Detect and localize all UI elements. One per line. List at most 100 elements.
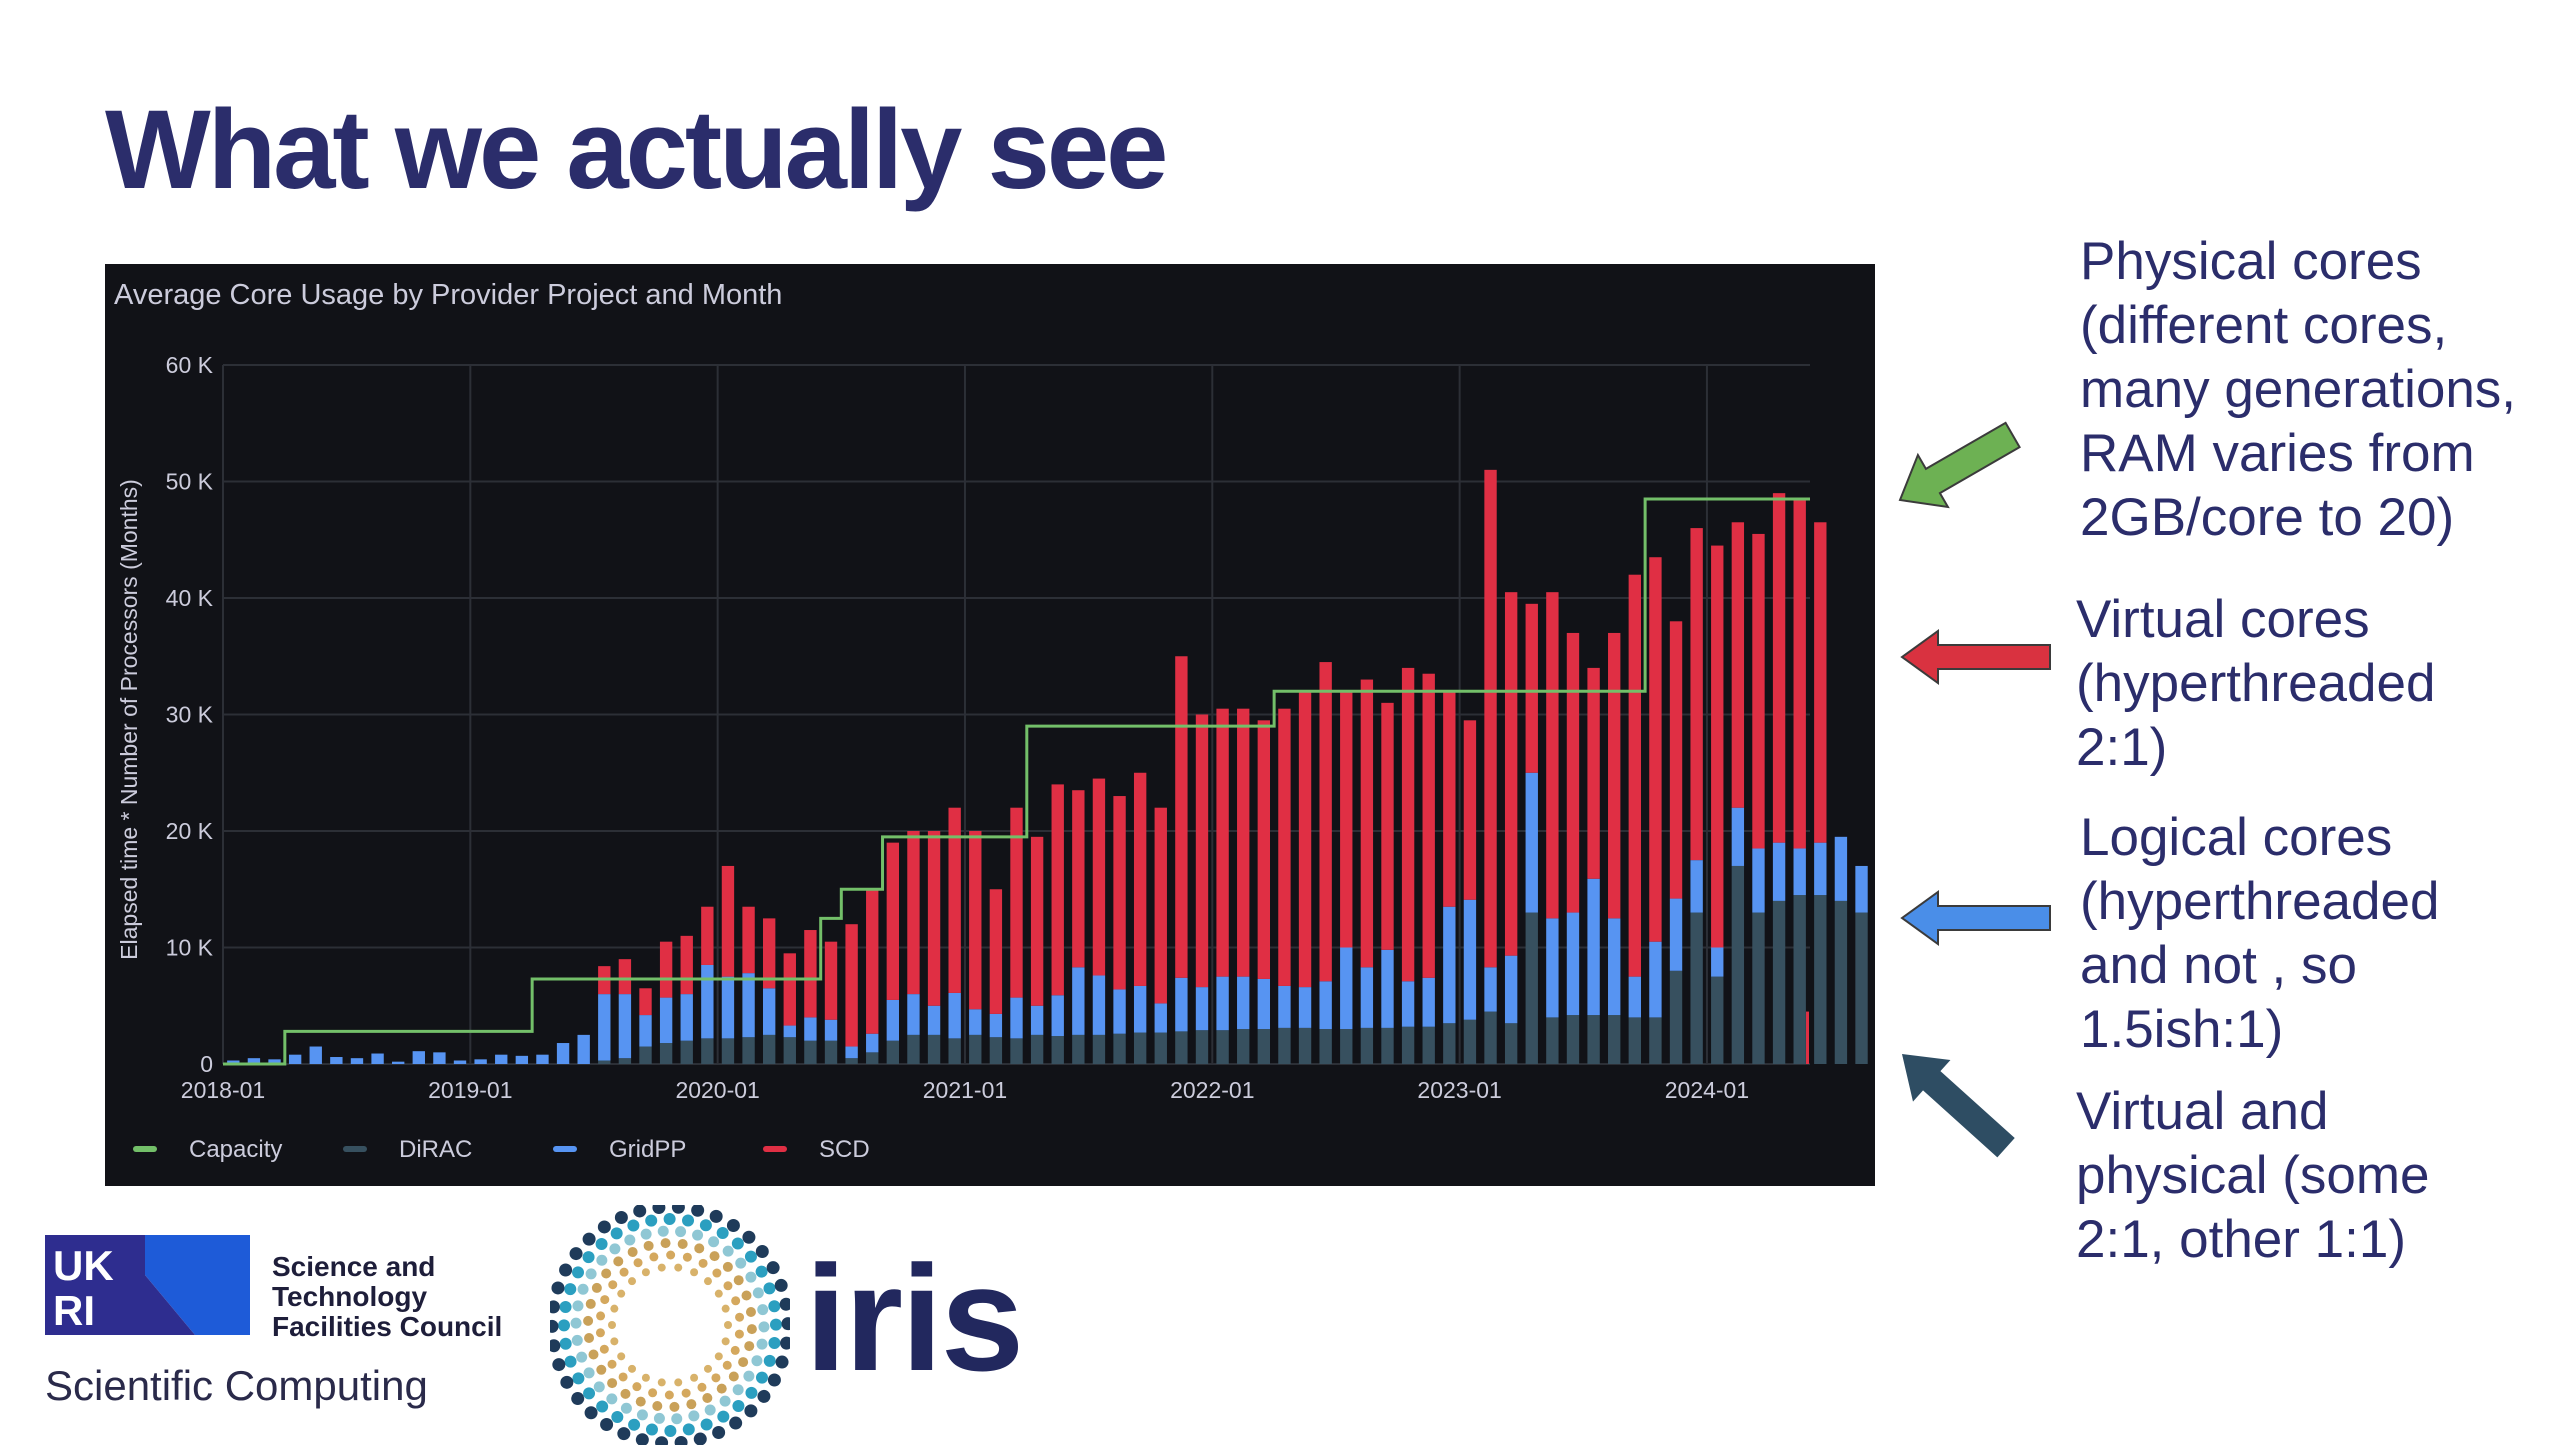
iris-dot [657, 1225, 669, 1237]
bar-dirac [1072, 1034, 1085, 1064]
bar-dirac [1360, 1027, 1374, 1064]
bar-gridpp [556, 1043, 570, 1064]
iris-dot [571, 1392, 585, 1406]
bar-dirac [721, 1038, 735, 1064]
bar-gridpp [371, 1053, 384, 1064]
bar-scd [1546, 592, 1559, 919]
iris-dot [666, 1250, 676, 1260]
bar-gridpp [227, 1060, 240, 1064]
iris-dot [593, 1381, 605, 1393]
iris-dot [664, 1424, 677, 1437]
bar-dirac [659, 1043, 673, 1064]
iris-dot [582, 1251, 595, 1264]
iris-dot [738, 1357, 749, 1368]
bar-gridpp [989, 1013, 1003, 1038]
virtual-arrow [1900, 629, 2051, 685]
bar-gridpp [1154, 1003, 1167, 1033]
scientific-computing-label: Scientific Computing [45, 1362, 428, 1409]
bar-gridpp [1010, 997, 1023, 1039]
iris-dot [751, 1355, 763, 1367]
iris-dot [700, 1418, 713, 1431]
bar-gridpp [1669, 898, 1683, 971]
iris-dot [652, 1205, 666, 1215]
bar-gridpp [1855, 865, 1868, 913]
iris-dot [755, 1371, 768, 1384]
iris-dot [588, 1349, 599, 1360]
bar-scd [1566, 632, 1580, 913]
bar-scd [1587, 667, 1600, 879]
iris-dot [690, 1373, 699, 1382]
iris-dot [729, 1416, 743, 1430]
bar-dirac [1051, 1036, 1064, 1064]
iris-dot [633, 1258, 643, 1268]
bar-gridpp [1051, 995, 1064, 1037]
bar-scd [1237, 708, 1250, 977]
bar-gridpp [1422, 977, 1435, 1027]
iris-dot [721, 1304, 730, 1313]
iris-dot [550, 1300, 560, 1314]
iris-dot [768, 1337, 781, 1350]
iris-dot [757, 1304, 769, 1316]
bar-dirac [1092, 1034, 1106, 1064]
x-tick-label: 2019-01 [428, 1077, 512, 1103]
bar-gridpp [1360, 967, 1374, 1028]
bar-gridpp [1484, 967, 1497, 1012]
x-tick-label: 2020-01 [675, 1077, 759, 1103]
x-tick-label: 2022-01 [1170, 1077, 1254, 1103]
iris-dot [591, 1282, 602, 1293]
iris-dot [756, 1338, 768, 1350]
iris-dot [742, 1230, 756, 1244]
bar-gridpp [474, 1059, 487, 1064]
iris-dot [688, 1410, 700, 1422]
bar-dirac [948, 1038, 961, 1064]
iris-dot [724, 1321, 732, 1329]
bar-scd [1381, 702, 1394, 950]
bar-scd [659, 941, 673, 998]
iris-dot [596, 1254, 608, 1266]
bar-gridpp [1340, 947, 1353, 1030]
bar-gridpp [1649, 941, 1662, 1018]
legend-label: SCD [819, 1136, 870, 1163]
iris-dot [767, 1373, 781, 1387]
iris-dot [758, 1321, 770, 1333]
bar-dirac [1525, 912, 1538, 1064]
iris-dot [611, 1410, 624, 1423]
iris-dot [741, 1290, 752, 1301]
annotation-virtual-and-physical: Virtual and physical (some 2:1, other 1:… [2076, 1082, 2430, 1269]
chart-title: Average Core Usage by Provider Project a… [114, 279, 782, 311]
iris-dot [682, 1252, 692, 1262]
iris-dot [780, 1336, 790, 1350]
iris-dot [613, 1256, 624, 1267]
bar-scd [618, 959, 632, 995]
bar-gridpp [1504, 955, 1518, 1024]
iris-dot [730, 1345, 740, 1355]
iris-dot [711, 1373, 721, 1383]
bar-scd [1319, 662, 1332, 982]
bar-gridpp [1092, 975, 1106, 1035]
iris-dot [585, 1268, 597, 1280]
iris-dot [691, 1205, 705, 1217]
annotation-virtual-cores: Virtual cores (hyperthreaded 2:1) [2076, 590, 2436, 777]
bar-dirac [824, 1040, 838, 1064]
grid [222, 364, 1810, 1065]
svg-text:UK: UK [53, 1242, 114, 1289]
bar-gridpp [618, 994, 632, 1059]
bar-dirac [1855, 912, 1868, 1064]
bar-gridpp [1793, 848, 1806, 896]
bar-dirac [1546, 1017, 1559, 1064]
iris-dot [627, 1247, 638, 1258]
bar-scd [721, 865, 735, 977]
bar-gridpp [1752, 848, 1765, 913]
iris-dot [674, 1378, 683, 1387]
iris-dot [585, 1298, 596, 1309]
bar-gridpp [330, 1057, 343, 1064]
iris-dot [731, 1296, 741, 1306]
bar-scd [1257, 720, 1271, 979]
iris-dot [697, 1382, 707, 1392]
x-tick-label: 2024-01 [1665, 1077, 1749, 1103]
iris-dots-logo [550, 1205, 790, 1445]
bar-gridpp [268, 1059, 281, 1064]
iris-dot [584, 1406, 598, 1420]
iris-dot [619, 1267, 629, 1277]
iris-dot [610, 1304, 619, 1313]
